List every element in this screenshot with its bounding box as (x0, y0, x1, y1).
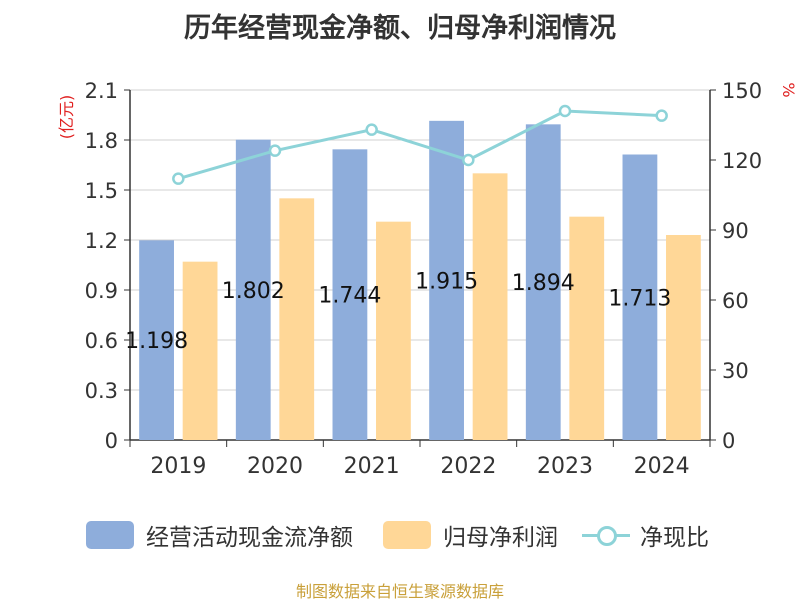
bar-net-profit (569, 216, 605, 440)
source-note: 制图数据来自恒生聚源数据库 (295, 582, 504, 601)
chart-legend: 经营活动现金流净额 归母净利润 净现比 (0, 516, 800, 556)
x-tick-label: 2024 (634, 454, 690, 479)
y-left-tick-label: 0.3 (85, 379, 118, 403)
bar-net-profit (666, 235, 701, 440)
legend-item-net-profit[interactable]: 归母净利润 (383, 516, 558, 554)
bar-cashflow (622, 154, 658, 440)
data-label-cashflow: 1.198 (125, 329, 188, 354)
legend-line-marker-icon (582, 521, 630, 549)
bar-cashflow (525, 124, 561, 440)
y-left-tick-label: 0.6 (85, 329, 118, 353)
legend-swatch-cashflow (86, 521, 134, 549)
point-ratio (172, 172, 185, 185)
legend-label-net-profit: 归母净利润 (443, 525, 558, 551)
x-tick-label: 2021 (344, 454, 400, 479)
y-left-tick-label: 1.8 (85, 129, 118, 153)
bar-cashflow (235, 139, 271, 440)
bar-net-profit (376, 221, 411, 440)
legend-item-cashflow[interactable]: 经营活动现金流净额 (86, 516, 353, 554)
data-label-cashflow: 1.894 (512, 271, 575, 296)
y-left-tick-label: 0 (105, 429, 118, 453)
point-ratio (462, 153, 475, 167)
bar-net-profit (472, 173, 508, 441)
y-right-tick-label: 0 (722, 429, 735, 453)
y-left-tick-label: 0.9 (85, 279, 118, 303)
point-ratio (558, 104, 572, 118)
legend-swatch-net-profit (383, 521, 431, 549)
x-tick-label: 2022 (440, 454, 496, 479)
y-left-tick-label: 1.5 (85, 179, 118, 203)
point-ratio (655, 109, 668, 122)
point-ratio (365, 123, 378, 136)
bar-cashflow (429, 120, 464, 440)
y-right-tick-label: 60 (722, 289, 749, 313)
y-right-tick-label: 120 (722, 149, 762, 173)
y-left-axis-label: (亿元) (57, 95, 76, 140)
line-ratio (177, 109, 662, 181)
data-label-cashflow: 1.744 (318, 284, 381, 309)
x-tick-label: 2019 (150, 454, 206, 479)
legend-item-ratio[interactable]: 净现比 (582, 516, 709, 554)
data-label-cashflow: 1.802 (222, 279, 285, 304)
bar-net-profit (182, 261, 218, 440)
bar-cashflow (139, 240, 174, 440)
y-left-tick-label: 2.1 (85, 79, 118, 103)
y-right-tick-label: 90 (722, 219, 749, 243)
data-label-cashflow: 1.713 (608, 286, 671, 311)
chart-title: 历年经营现金净额、归母净利润情况 (184, 13, 616, 44)
y-left-tick-label: 1.2 (85, 229, 118, 253)
point-ratio (268, 144, 282, 157)
y-right-tick-label: 30 (722, 359, 749, 383)
bar-net-profit (279, 198, 315, 440)
data-label-cashflow: 1.915 (415, 269, 478, 294)
y-right-axis-label: % (779, 82, 798, 97)
bar-cashflow (332, 149, 368, 441)
legend-label-ratio: 净现比 (640, 525, 709, 551)
x-tick-label: 2020 (247, 454, 303, 479)
x-tick-label: 2023 (537, 454, 593, 479)
y-right-tick-label: 150 (722, 79, 762, 103)
legend-label-cashflow: 经营活动现金流净额 (146, 525, 353, 551)
